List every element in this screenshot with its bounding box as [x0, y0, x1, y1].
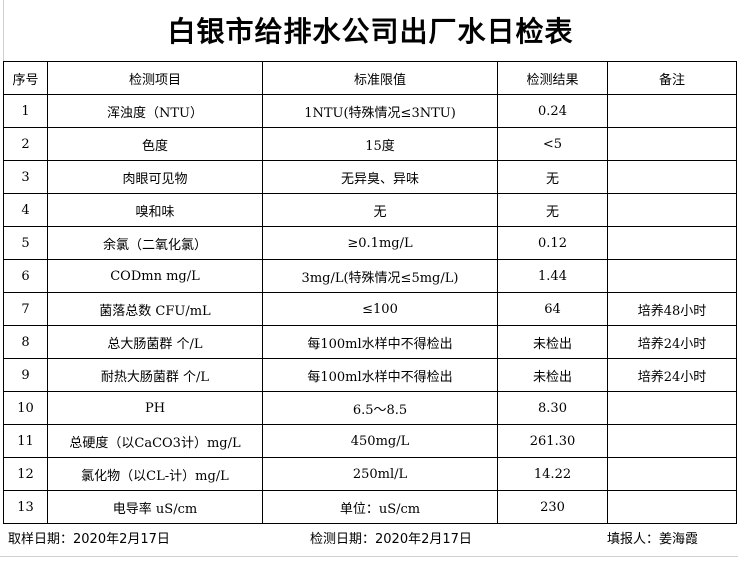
- standard-cell[interactable]: ≤100: [262, 292, 498, 326]
- standard-cell[interactable]: 250ml/L: [262, 457, 498, 491]
- index-cell[interactable]: 5: [3, 226, 48, 260]
- item-cell[interactable]: 色度: [47, 127, 263, 161]
- table-row: 9 耐热大肠菌群 个/L 每100ml水样中不得检出 未检出 培养24小时: [3, 358, 737, 392]
- note-cell[interactable]: [607, 160, 737, 194]
- item-cell[interactable]: PH: [47, 391, 263, 425]
- item-cell[interactable]: 嗅和味: [47, 193, 263, 227]
- index-cell[interactable]: 11: [3, 424, 48, 458]
- reporter: 填报人：姜海霞: [607, 532, 699, 547]
- index-cell[interactable]: 7: [3, 292, 48, 326]
- table-row: 1 浑浊度（NTU） 1NTU(特殊情况≤3NTU) 0.24: [3, 94, 737, 128]
- standard-cell[interactable]: 单位：uS/cm: [262, 490, 498, 524]
- item-cell[interactable]: 浑浊度（NTU）: [47, 94, 263, 128]
- standard-cell[interactable]: 标准限值: [262, 61, 498, 95]
- header-row: 序号 检测项目 标准限值 检测结果 备注: [3, 61, 737, 95]
- result-cell[interactable]: 检测结果: [497, 61, 608, 95]
- table-row: 6 CODmn mg/L 3mg/L(特殊情况≤5mg/L) 1.44: [3, 259, 737, 293]
- standard-cell[interactable]: 每100ml水样中不得检出: [262, 358, 498, 392]
- note-cell[interactable]: 培养48小时: [607, 292, 737, 326]
- index-cell[interactable]: 4: [3, 193, 48, 227]
- result-cell[interactable]: 64: [497, 292, 608, 326]
- standard-cell[interactable]: 每100ml水样中不得检出: [262, 325, 498, 359]
- table-row: 4 嗅和味无无: [3, 193, 737, 227]
- item-cell[interactable]: 电导率 uS/cm: [47, 490, 263, 524]
- index-cell[interactable]: 3: [3, 160, 48, 194]
- index-cell[interactable]: 10: [3, 391, 48, 425]
- item-cell[interactable]: 耐热大肠菌群 个/L: [47, 358, 263, 392]
- note-cell[interactable]: [607, 457, 737, 491]
- index-cell[interactable]: 8: [3, 325, 48, 359]
- index-cell[interactable]: 6: [3, 259, 48, 293]
- result-cell[interactable]: 8.30: [497, 391, 608, 425]
- table-row: 10 PH 6.5～8.5 8.30: [3, 391, 737, 425]
- table-row: 8 总大肠菌群 个/L 每100ml水样中不得检出 未检出 培养24小时: [3, 325, 737, 359]
- table-row: 12 氯化物（以CL-计）mg/L 250ml/L 14.22: [3, 457, 737, 491]
- table-row: 3 肉眼可见物 无异臭、异味无: [3, 160, 737, 194]
- item-cell[interactable]: 余氯（二氧化氯）: [47, 226, 263, 260]
- note-cell[interactable]: [607, 391, 737, 425]
- note-cell[interactable]: 备注: [607, 61, 737, 95]
- result-cell[interactable]: 未检出: [497, 325, 608, 359]
- result-cell[interactable]: 230: [497, 490, 608, 524]
- result-cell[interactable]: 未检出: [497, 358, 608, 392]
- standard-cell[interactable]: 无: [262, 193, 498, 227]
- note-cell[interactable]: [607, 490, 737, 524]
- index-cell[interactable]: 13: [3, 490, 48, 524]
- standard-cell[interactable]: 3mg/L(特殊情况≤5mg/L): [262, 259, 498, 293]
- item-cell[interactable]: 菌落总数 CFU/mL: [47, 292, 263, 326]
- result-cell[interactable]: 无: [497, 193, 608, 227]
- note-cell[interactable]: [607, 424, 737, 458]
- standard-cell[interactable]: ≥0.1mg/L: [262, 226, 498, 260]
- note-cell[interactable]: 培养24小时: [607, 358, 737, 392]
- note-cell[interactable]: [607, 259, 737, 293]
- index-cell[interactable]: 12: [3, 457, 48, 491]
- standard-cell[interactable]: 6.5～8.5: [262, 391, 498, 425]
- note-cell[interactable]: [607, 94, 737, 128]
- table-row: 5 余氯（二氧化氯） ≥0.1mg/L 0.12: [3, 226, 737, 260]
- sampling-date: 取样日期：2020年2月17日: [8, 532, 170, 547]
- note-cell[interactable]: [607, 226, 737, 260]
- result-cell[interactable]: 0.24: [497, 94, 608, 128]
- index-cell[interactable]: 序号: [3, 61, 48, 95]
- note-cell[interactable]: [607, 193, 737, 227]
- page-title: 白银市给排水公司出厂水日检表: [3, 0, 737, 61]
- item-cell[interactable]: 氯化物（以CL-计）mg/L: [47, 457, 263, 491]
- item-cell[interactable]: 检测项目: [47, 61, 263, 95]
- table-row: 13 电导率 uS/cm 单位：uS/cm 230: [3, 490, 737, 524]
- item-cell[interactable]: CODmn mg/L: [47, 259, 263, 293]
- standard-cell[interactable]: 450mg/L: [262, 424, 498, 458]
- standard-cell[interactable]: 无异臭、异味: [262, 160, 498, 194]
- result-cell[interactable]: 无: [497, 160, 608, 194]
- standard-cell[interactable]: 1NTU(特殊情况≤3NTU): [262, 94, 498, 128]
- result-cell[interactable]: 1.44: [497, 259, 608, 293]
- table-row: 11 总硬度（以CaCO3计）mg/L 450mg/L 261.30: [3, 424, 737, 458]
- sheet-gridline: [0, 556, 738, 562]
- result-cell[interactable]: 261.30: [497, 424, 608, 458]
- index-cell[interactable]: 1: [3, 94, 48, 128]
- note-cell[interactable]: [607, 127, 737, 161]
- item-cell[interactable]: 肉眼可见物: [47, 160, 263, 194]
- standard-cell[interactable]: 15度: [262, 127, 498, 161]
- item-cell[interactable]: 总硬度（以CaCO3计）mg/L: [47, 424, 263, 458]
- test-date: 检测日期：2020年2月17日: [310, 532, 472, 547]
- index-cell[interactable]: 2: [3, 127, 48, 161]
- note-cell[interactable]: 培养24小时: [607, 325, 737, 359]
- table-row: 7 菌落总数 CFU/mL ≤100 64 培养48小时: [3, 292, 737, 326]
- item-cell[interactable]: 总大肠菌群 个/L: [47, 325, 263, 359]
- index-cell[interactable]: 9: [3, 358, 48, 392]
- result-cell[interactable]: <5: [497, 127, 608, 161]
- table-row: 2 色度 15度 <5: [3, 127, 737, 161]
- inspection-table: 序号 检测项目 标准限值 检测结果 备注 1 浑浊度（NTU） 1NTU(特殊情况≤3NTU)…: [3, 61, 737, 524]
- result-cell[interactable]: 0.12: [497, 226, 608, 260]
- result-cell[interactable]: 14.22: [497, 457, 608, 491]
